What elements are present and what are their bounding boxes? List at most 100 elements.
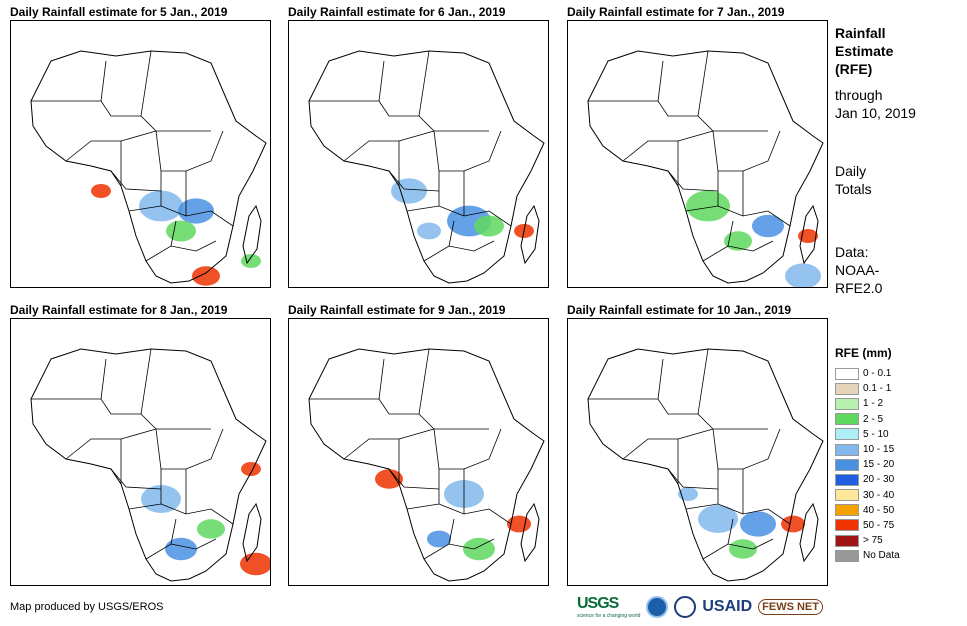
country-border [667,468,719,490]
legend-label: No Data [863,550,900,562]
usgs-logo: USGS science for a changing world [577,595,641,619]
legend-item: 40 - 50 [835,503,900,518]
rainfall-area [178,198,214,224]
panel-title: Daily Rainfall estimate for 6 Jan., 2019 [288,5,506,19]
rainfall-area [166,220,196,242]
country-border [622,438,679,484]
legend-label: 30 - 40 [863,489,895,501]
map-svg [587,50,824,287]
country-border [155,428,224,470]
country-border [448,220,455,247]
country-border [712,130,781,172]
through-line: Jan 10, 2019 [835,105,916,121]
country-border [588,100,698,117]
legend-label: 15 - 20 [863,459,895,471]
rainfall-area [678,487,698,501]
rainfall-area [785,263,821,287]
country-border [697,413,768,430]
legend-swatch [835,473,859,486]
legend-item: 1 - 2 [835,396,900,411]
panel-title: Daily Rainfall estimate for 5 Jan., 2019 [10,5,228,19]
logo-strip: USGS science for a changing world USAID F… [577,594,823,620]
legend-label: 20 - 30 [863,474,895,486]
map-svg [308,50,545,284]
legend-item: 50 - 75 [835,518,900,533]
rainfall-map [567,318,828,586]
rainfall-area [91,184,111,198]
africa-coastline [308,50,545,284]
africa-coastline [308,348,545,582]
data-line: RFE2.0 [835,280,883,296]
rainfall-area [165,537,197,561]
country-border [697,115,768,132]
rainfall-area [698,505,738,533]
legend-item: 10 - 15 [835,442,900,457]
rainfall-area [781,515,805,533]
heading-line: (RFE) [835,61,873,77]
seal-logo [674,596,697,618]
country-border [100,358,107,400]
totals-line: Daily [835,163,867,179]
legend-swatch [835,428,859,441]
country-border [140,115,211,132]
rainfall-area [427,530,451,548]
heading-line: Estimate [835,43,894,59]
country-border [433,428,502,470]
country-border [702,538,774,560]
panel-title: Daily Rainfall estimate for 7 Jan., 2019 [567,5,785,19]
country-border [170,220,177,247]
legend-item: No Data [835,548,900,563]
side-through: through Jan 10, 2019 [835,86,916,122]
country-border [702,240,774,262]
legend-item: 20 - 30 [835,472,900,487]
map-svg [30,348,270,582]
legend-item: 0 - 0.1 [835,366,900,381]
panel-title: Daily Rainfall estimate for 8 Jan., 2019 [10,303,228,317]
legend-label: 0.1 - 1 [863,383,892,395]
rainfall-area [474,215,504,237]
country-border [120,428,157,440]
africa-coastline [587,50,824,284]
legend-swatch [835,534,859,547]
country-border [433,130,502,172]
map-svg [587,348,824,582]
country-border [65,438,122,484]
country-border [145,240,217,262]
legend-swatch [835,397,859,410]
rainfall-area [463,537,495,561]
country-border [667,170,719,192]
madagascar-outline [520,204,540,265]
rainfall-area [241,462,261,476]
country-border [398,428,435,440]
legend-label: > 75 [863,535,883,547]
country-border [418,50,430,117]
rainfall-map [567,20,828,288]
country-border [65,140,122,186]
side-heading: Rainfall Estimate (RFE) [835,24,893,78]
legend-label: 40 - 50 [863,504,895,516]
through-line: through [835,87,883,103]
legend-label: 10 - 15 [863,444,895,456]
legend-item: 5 - 10 [835,427,900,442]
country-border [140,413,211,430]
country-border [110,170,162,192]
country-border [622,140,679,186]
country-border [309,398,419,415]
legend-item: 2 - 5 [835,412,900,427]
fews-net-logo: FEWS NET [758,599,823,615]
legend-swatch [835,443,859,456]
legend-title: RFE (mm) [835,346,892,360]
country-border [657,60,664,102]
country-border [727,220,734,247]
rainfall-area [192,266,220,286]
rainfall-area [241,254,261,268]
madagascar-outline [242,502,262,563]
rainfall-area [375,469,403,489]
country-border [145,538,217,560]
legend-label: 50 - 75 [863,519,895,531]
madagascar-outline [520,502,540,563]
africa-coastline [30,50,267,284]
map-svg [308,348,545,582]
panel-title: Daily Rainfall estimate for 9 Jan., 2019 [288,303,506,317]
africa-coastline [587,348,824,582]
